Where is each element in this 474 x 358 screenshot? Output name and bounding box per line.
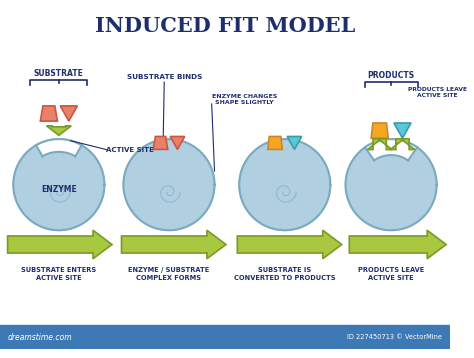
- Polygon shape: [390, 139, 415, 150]
- Text: PRODUCTS: PRODUCTS: [367, 71, 415, 80]
- Text: PRODUCTS LEAVE
ACTIVE SITE: PRODUCTS LEAVE ACTIVE SITE: [408, 87, 467, 98]
- Polygon shape: [36, 139, 82, 156]
- Polygon shape: [123, 139, 215, 230]
- Text: ENZYME / SUBSTRATE
COMPLEX FORMS: ENZYME / SUBSTRATE COMPLEX FORMS: [128, 267, 210, 281]
- Text: ENZYME CHANGES
SHAPE SLIGHTLY: ENZYME CHANGES SHAPE SLIGHTLY: [212, 94, 277, 105]
- Bar: [0, 325, 450, 349]
- Polygon shape: [60, 106, 77, 121]
- Text: PRODUCTS LEAVE
ACTIVE SITE: PRODUCTS LEAVE ACTIVE SITE: [358, 267, 424, 281]
- Polygon shape: [8, 230, 112, 259]
- Polygon shape: [371, 123, 388, 138]
- Polygon shape: [394, 123, 411, 138]
- Polygon shape: [268, 136, 283, 149]
- Text: ENZYME: ENZYME: [41, 185, 77, 194]
- Polygon shape: [287, 136, 302, 149]
- Text: SUBSTRATE BINDS: SUBSTRATE BINDS: [127, 74, 202, 81]
- Text: SUBSTRATE ENTERS
ACTIVE SITE: SUBSTRATE ENTERS ACTIVE SITE: [21, 267, 96, 281]
- Polygon shape: [346, 139, 437, 230]
- Polygon shape: [46, 126, 71, 135]
- Polygon shape: [349, 230, 446, 259]
- Polygon shape: [121, 230, 226, 259]
- Text: SUBSTRATE IS
CONVERTED TO PRODUCTS: SUBSTRATE IS CONVERTED TO PRODUCTS: [234, 267, 336, 281]
- Polygon shape: [367, 139, 392, 150]
- Polygon shape: [239, 139, 330, 230]
- Polygon shape: [237, 230, 342, 259]
- Text: ACTIVE SITE: ACTIVE SITE: [106, 146, 154, 153]
- Text: SUBSTRATE: SUBSTRATE: [34, 69, 84, 78]
- Polygon shape: [170, 136, 185, 149]
- Polygon shape: [365, 139, 417, 160]
- Polygon shape: [13, 139, 104, 230]
- Polygon shape: [40, 106, 57, 121]
- Text: ID 227450713 © VectorMine: ID 227450713 © VectorMine: [347, 334, 442, 340]
- Polygon shape: [153, 136, 168, 149]
- Text: INDUCED FIT MODEL: INDUCED FIT MODEL: [95, 16, 355, 36]
- Text: dreamstime.com: dreamstime.com: [8, 333, 72, 342]
